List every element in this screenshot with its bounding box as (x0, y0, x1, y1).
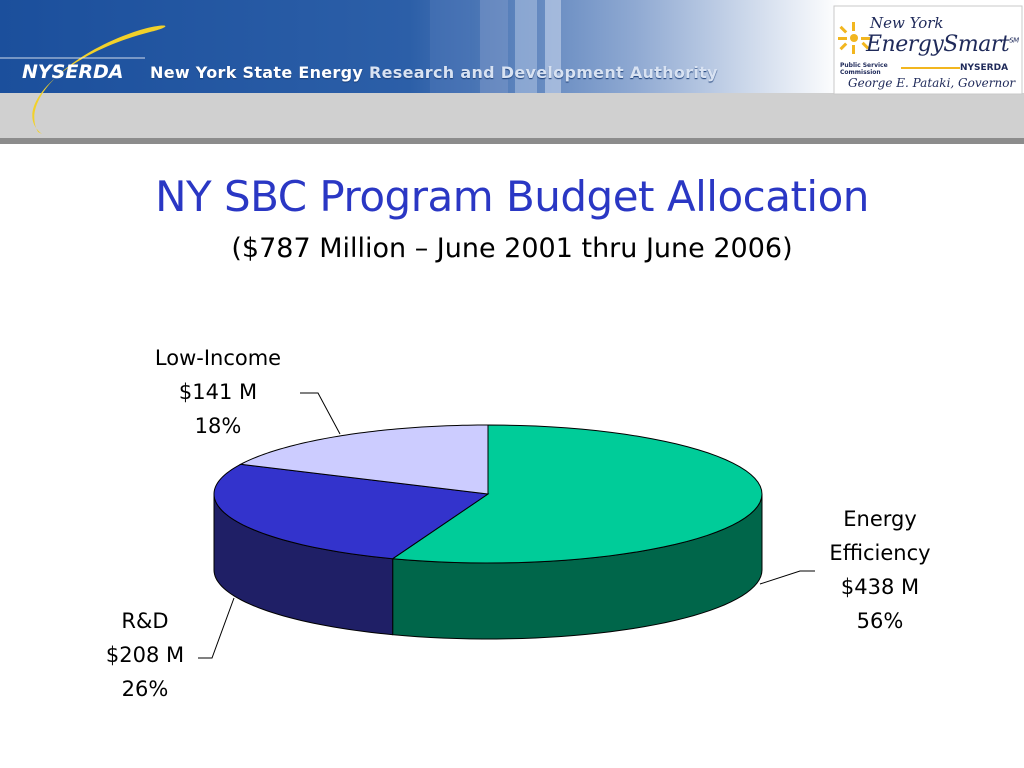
new-york-energy-smart-logo: New York EnergySmartSM Public Service Co… (834, 6, 1022, 94)
leader-lines (198, 392, 815, 659)
label-r-and-d: R&D $208 M 26% (80, 604, 210, 706)
slide-header: NYSERDA New York State Energy Research a… (0, 0, 1024, 148)
pie-slice-r-d (213, 463, 490, 560)
org-name-part-b: Research and Development Authority (368, 63, 718, 82)
label-r-and-d-name: R&D (121, 609, 169, 633)
label-r-and-d-percent: 26% (121, 677, 169, 701)
nyserda-abbr: NYSERDA (22, 61, 124, 83)
label-energy-efficiency: Energy Efficiency $438 M 56% (810, 502, 950, 638)
label-low-income-value: $141 M (178, 380, 258, 404)
slide-subtitle: ($787 Million – June 2001 thru June 2006… (231, 233, 793, 264)
pie-slice-low-income (239, 424, 489, 495)
label-energy-efficiency-name-line1: Energy (843, 507, 917, 531)
sun-icon (838, 22, 870, 54)
logo-sm-mark: SM (1009, 36, 1019, 45)
org-full-name: New York State Energy Research and Devel… (150, 63, 718, 82)
org-name-part-a: New York State Energy (150, 63, 369, 82)
label-r-and-d-value: $208 M (105, 643, 185, 667)
label-low-income-percent: 18% (194, 414, 242, 438)
label-low-income-name: Low-Income (154, 346, 282, 370)
label-energy-efficiency-percent: 56% (856, 609, 904, 633)
logo-energy-smart-text: EnergySmart (866, 32, 1010, 57)
logo-energy-smart: EnergySmartSM (866, 32, 1019, 57)
logo-new-york: New York (870, 14, 944, 32)
nyserda-swoosh-icon (32, 25, 166, 134)
logo-nyserda: NYSERDA (960, 63, 1009, 73)
leader-line-low-income (300, 392, 341, 435)
label-energy-efficiency-name-line2: Efficiency (829, 541, 931, 565)
leader-line-r-and-d (198, 597, 235, 659)
leader-line-energy-efficiency (759, 570, 815, 585)
label-low-income: Low-Income $141 M 18% (130, 341, 306, 443)
label-energy-efficiency-value: $438 M (840, 575, 920, 599)
pie-slice-energy-efficiency (391, 424, 763, 564)
logo-psc: Public Service Commission (840, 62, 888, 76)
pie-slices (213, 424, 763, 564)
slide-title: NY SBC Program Budget Allocation (155, 172, 869, 221)
logo-governor: George E. Pataki, Governor (848, 76, 1016, 90)
header-banner (0, 0, 1024, 144)
